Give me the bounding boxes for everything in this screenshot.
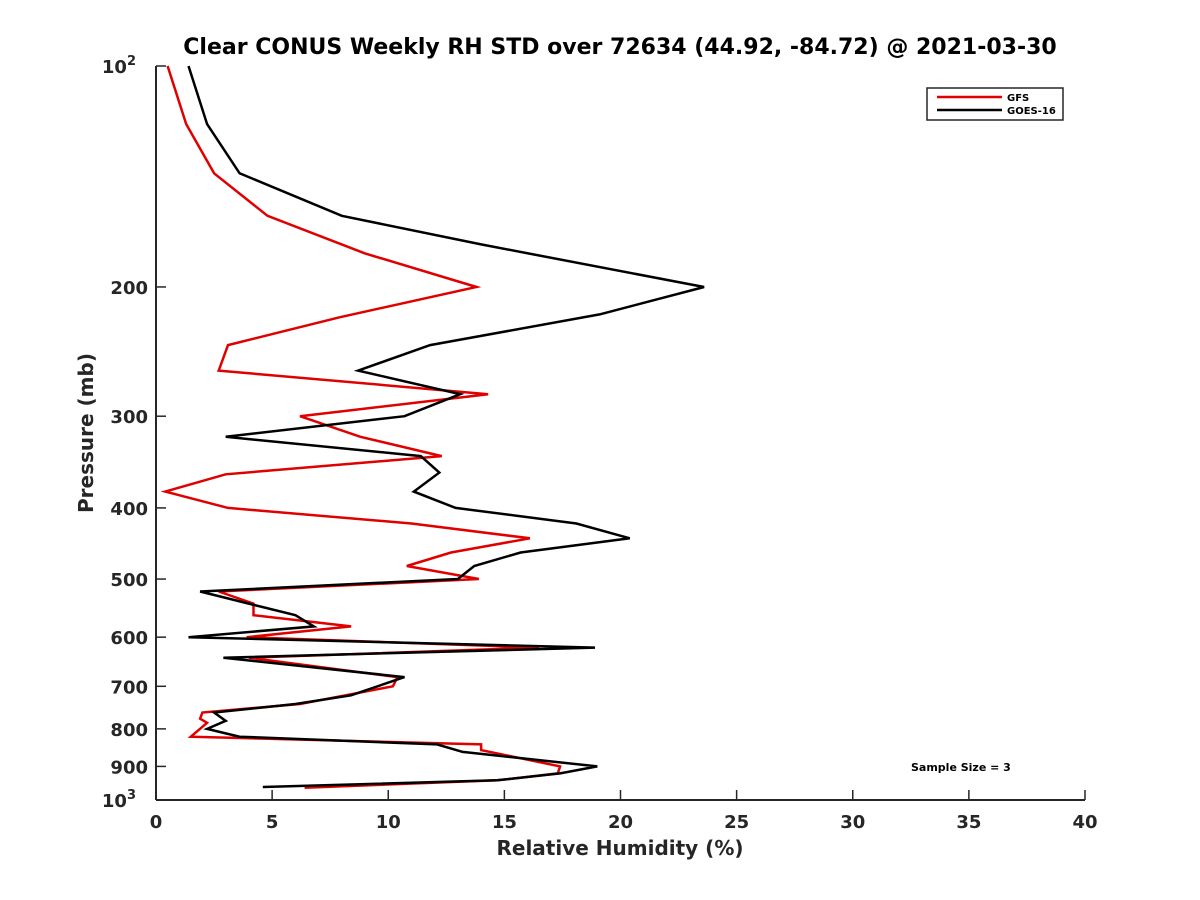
y-tick-label: 300 <box>110 407 148 428</box>
legend-label-goes16: GOES-16 <box>1007 106 1056 117</box>
series-layer <box>160 65 705 789</box>
y-tick-label: 700 <box>110 677 148 698</box>
y-tick-label: 102 <box>102 54 136 78</box>
y-tick-label: 500 <box>110 570 148 591</box>
x-tick-label: 5 <box>266 812 279 833</box>
x-axis-label: Relative Humidity (%) <box>496 836 743 860</box>
series-line-goes16 <box>187 65 705 789</box>
y-tick-label: 400 <box>110 499 148 520</box>
y-axis-label: Pressure (mb) <box>74 353 98 513</box>
legend-label-gfs: GFS <box>1007 93 1029 104</box>
x-tick-label: 15 <box>492 812 517 833</box>
sample-size-annotation: Sample Size = 3 <box>911 761 1011 774</box>
x-tick-label: 35 <box>956 812 981 833</box>
x-tick-label: 10 <box>376 812 401 833</box>
x-tick-label: 40 <box>1072 812 1097 833</box>
y-tick-label: 600 <box>110 628 148 649</box>
x-tick-label: 25 <box>724 812 749 833</box>
x-tick-label: 20 <box>608 812 633 833</box>
y-tick-label: 200 <box>110 278 148 299</box>
legend-box <box>926 87 1064 121</box>
series-line-gfs <box>160 65 562 789</box>
y-tick-label: 800 <box>110 720 148 741</box>
x-tick-label: 0 <box>150 812 163 833</box>
chart-title: Clear CONUS Weekly RH STD over 72634 (44… <box>183 35 1056 60</box>
x-tick-label: 30 <box>840 812 865 833</box>
legend[interactable]: GFS GOES-16 <box>926 87 1064 121</box>
axes: 0 5 10 15 20 25 30 35 40 102 200 300 400 500 600 700 800… <box>102 54 1098 833</box>
y-tick-label: 103 <box>102 788 136 812</box>
y-tick-label: 900 <box>110 757 148 778</box>
